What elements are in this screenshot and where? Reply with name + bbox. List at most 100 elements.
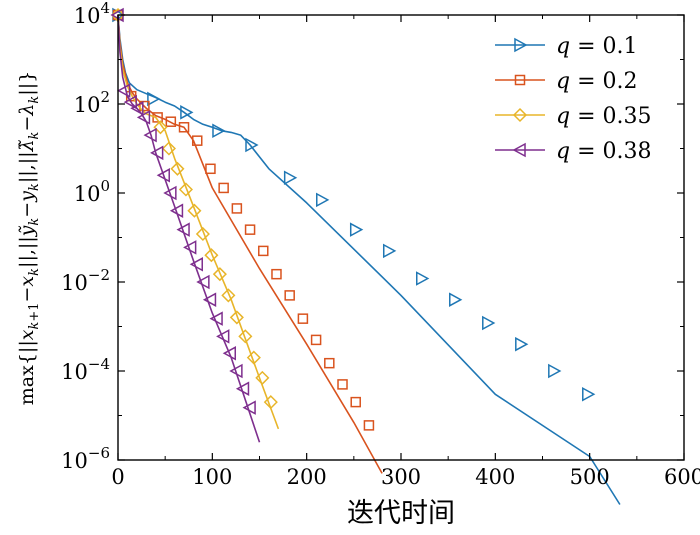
data-point: [229, 363, 243, 379]
data-point: [271, 268, 282, 280]
y-tick-label: 102: [74, 88, 110, 117]
data-point: [245, 137, 259, 153]
data-point: [202, 292, 217, 307]
data-point: [183, 240, 197, 255]
data-point: [205, 163, 216, 175]
data-point: [163, 185, 177, 201]
data-point: [316, 192, 330, 208]
legend-label: q = 0.1: [556, 34, 638, 59]
legend-label: q = 0.2: [556, 69, 638, 94]
series-3: [110, 7, 280, 430]
y-tick-label: 10−4: [61, 355, 110, 384]
data-point: [147, 91, 161, 107]
legend-marker: [514, 37, 528, 53]
series-2: [112, 9, 383, 474]
data-point: [242, 400, 256, 415]
data-point: [283, 170, 298, 186]
x-tick-label: 0: [111, 465, 124, 489]
data-point: [382, 243, 397, 259]
data-point: [263, 395, 278, 410]
legend-label: q = 0.35: [556, 104, 652, 129]
data-point: [349, 222, 364, 237]
data-point: [209, 311, 223, 326]
data-point: [350, 396, 361, 408]
series-line: [117, 14, 621, 505]
data-point: [482, 315, 496, 331]
data-point: [582, 387, 596, 402]
data-point: [231, 203, 243, 214]
y-tick-label: 104: [74, 0, 110, 28]
data-point: [136, 110, 151, 125]
legend-marker: [514, 74, 526, 86]
data-point: [310, 334, 322, 346]
series-line: [117, 14, 280, 430]
data-point: [196, 274, 210, 290]
series-line: [117, 14, 383, 474]
data-point: [187, 203, 202, 218]
legend-entry: q = 0.1: [495, 34, 638, 59]
data-point: [180, 105, 194, 120]
data-point: [218, 182, 229, 194]
legend-entry: q = 0.35: [495, 104, 652, 129]
data-point: [117, 83, 131, 98]
data-point: [222, 346, 237, 361]
data-point: [212, 123, 226, 139]
data-point: [449, 292, 463, 307]
x-tick-label: 400: [475, 465, 515, 489]
series-layer: [110, 7, 621, 505]
legend-entry: q = 0.2: [495, 69, 638, 94]
data-point: [178, 122, 190, 133]
data-point: [297, 313, 309, 324]
data-point: [178, 182, 193, 197]
x-tick-label: 300: [381, 465, 421, 489]
data-point: [548, 363, 562, 379]
series-1: [112, 7, 621, 505]
data-point: [169, 203, 184, 218]
data-point: [195, 226, 210, 242]
data-point: [165, 116, 177, 127]
data-point: [337, 379, 348, 390]
legend-entry: q = 0.38: [495, 139, 652, 164]
data-point: [235, 381, 250, 396]
x-tick-label: 600: [664, 465, 700, 489]
legend-marker: [512, 107, 528, 123]
legend-label: q = 0.38: [556, 139, 652, 164]
data-point: [258, 245, 269, 257]
data-point: [189, 257, 203, 272]
data-point: [238, 329, 253, 344]
data-point: [139, 100, 150, 112]
data-point: [153, 120, 168, 135]
data-point: [191, 135, 203, 146]
series-4: [110, 7, 261, 443]
data-point: [515, 336, 529, 352]
data-point: [143, 127, 157, 143]
data-point: [176, 222, 190, 237]
y-tick-label: 100: [74, 177, 110, 206]
y-tick-label: 10−2: [61, 266, 110, 295]
data-point: [130, 101, 144, 116]
data-point: [212, 267, 227, 282]
y-tick-label: 10−6: [61, 444, 110, 473]
data-point: [152, 112, 163, 123]
data-point: [324, 357, 335, 369]
tick-layer: 0 100 200 300 400 500 600 104 102 100 10−2 10−4 10−6: [61, 0, 700, 489]
data-point: [246, 350, 261, 365]
data-point: [204, 248, 219, 263]
data-point: [363, 420, 375, 431]
data-point: [284, 290, 295, 301]
x-tick-label: 100: [192, 465, 232, 489]
x-tick-label: 500: [570, 465, 610, 489]
data-point: [221, 288, 236, 303]
svg-text:max{||xk+1−xk||,||ỹk−yk||,||λ̃: max{||xk+1−xk||,||ỹk−yk||,||λ̃k−λk||}: [16, 71, 42, 405]
data-point: [156, 168, 170, 183]
legend: q = 0.1 q = 0.2 q = 0.35 q = 0.38: [495, 34, 652, 164]
data-point: [229, 310, 244, 325]
data-point: [150, 145, 164, 161]
data-point: [123, 94, 137, 110]
x-axis-label: 迭代时间: [347, 498, 455, 529]
legend-marker: [512, 142, 526, 158]
data-point: [216, 329, 230, 344]
data-point: [170, 161, 185, 176]
data-point: [255, 370, 270, 385]
